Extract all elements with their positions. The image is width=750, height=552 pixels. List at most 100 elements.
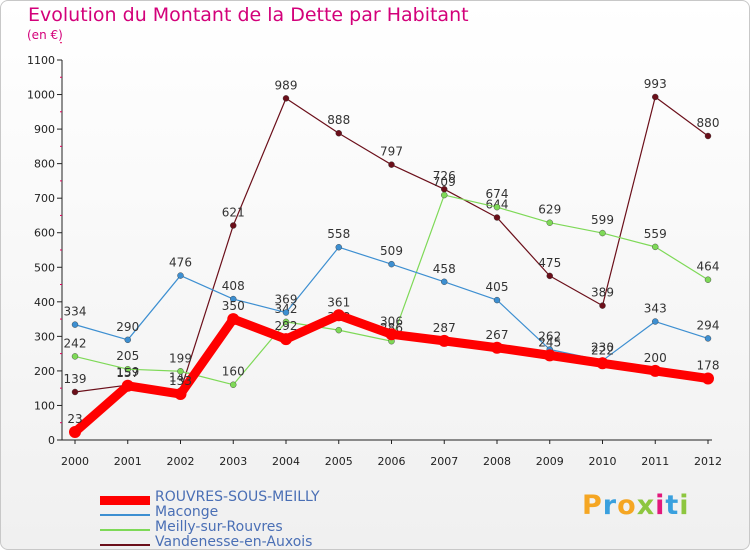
data-point: [177, 272, 184, 279]
logo-letter: t: [665, 490, 680, 521]
y-tick-label: 400: [34, 296, 55, 309]
legend-swatch: [100, 514, 150, 516]
data-label: 334: [64, 305, 87, 319]
data-label: 629: [538, 203, 561, 217]
x-tick-label: 2005: [325, 455, 353, 468]
data-label: 408: [222, 279, 245, 293]
data-point: [546, 219, 553, 226]
logo-letter: i: [679, 490, 690, 521]
data-point: [388, 161, 395, 168]
data-label: 200: [644, 351, 667, 365]
data-label: 458: [433, 262, 456, 276]
data-label: 880: [697, 116, 720, 130]
data-point: [335, 326, 342, 334]
x-tick-label: 2001: [114, 455, 142, 468]
data-point: [280, 333, 292, 346]
legend-label: Maconge: [155, 504, 219, 520]
data-label: 267: [486, 328, 509, 342]
data-label: 350: [222, 299, 245, 313]
legend-swatch: [100, 544, 150, 546]
data-point: [546, 272, 553, 280]
chart-subtitle: (en €): [27, 28, 63, 42]
x-tick-label: 2004: [272, 455, 300, 468]
data-label: 405: [486, 280, 509, 294]
x-tick-label: 2006: [378, 455, 406, 468]
y-tick-label: 500: [34, 261, 55, 274]
x-tick-label: 2009: [536, 455, 564, 468]
data-point: [441, 191, 448, 199]
y-tick-label: 300: [34, 330, 55, 343]
data-point: [227, 313, 240, 326]
legend-label: Meilly-sur-Rouvres: [155, 519, 283, 535]
legend-swatch: [100, 529, 150, 531]
proxiti-logo: Proxiti: [582, 490, 690, 521]
data-label: 343: [644, 302, 667, 316]
data-point: [493, 296, 501, 304]
data-label: 199: [169, 351, 192, 365]
data-point: [493, 203, 501, 211]
data-point: [335, 130, 342, 137]
data-label: 476: [169, 256, 192, 270]
data-point: [652, 318, 659, 325]
x-tick-label: 2010: [589, 455, 617, 468]
data-label: 888: [327, 113, 350, 127]
data-point: [174, 388, 187, 401]
logo-letter: x: [636, 490, 656, 521]
data-label: 292: [275, 319, 298, 333]
x-tick-label: 2008: [483, 455, 511, 468]
x-tick-label: 2003: [219, 455, 247, 468]
data-point: [704, 132, 712, 140]
data-point: [282, 95, 290, 102]
y-tick-label: 600: [34, 227, 55, 240]
data-label: 230: [591, 341, 614, 355]
data-label: 989: [275, 78, 298, 92]
logo-letter: o: [617, 490, 637, 521]
legend-swatch: [100, 495, 150, 505]
data-point: [438, 334, 451, 347]
data-label: 797: [380, 145, 403, 159]
data-label: 599: [591, 213, 614, 227]
data-point: [704, 276, 712, 283]
data-point: [177, 368, 184, 375]
y-tick-label: 700: [34, 192, 55, 205]
data-point: [282, 309, 290, 316]
x-tick-label: 2000: [61, 455, 89, 468]
data-point: [230, 381, 237, 388]
data-point: [71, 388, 79, 396]
data-label: 369: [275, 293, 298, 307]
data-point: [649, 364, 662, 377]
data-label: 262: [538, 329, 561, 343]
y-tick-label: 1100: [27, 54, 55, 67]
data-point: [69, 426, 81, 439]
data-point: [282, 318, 290, 326]
data-label: 205: [116, 349, 139, 363]
data-label: 242: [64, 336, 87, 350]
data-label: 287: [433, 321, 456, 335]
logo-letter: r: [602, 490, 618, 521]
data-point: [652, 93, 659, 101]
chart-title: Evolution du Montant de la Dette par Hab…: [28, 4, 469, 26]
data-label: 160: [222, 365, 245, 379]
legend-label: Vandenesse-en-Auxois: [155, 534, 313, 550]
y-tick-label: 100: [34, 399, 55, 412]
x-tick-label: 2011: [641, 455, 669, 468]
data-point: [332, 309, 345, 322]
logo-letter: P: [582, 490, 603, 521]
data-point: [230, 295, 237, 303]
data-label: 23: [67, 412, 82, 426]
data-label: 294: [697, 318, 720, 332]
data-label: 464: [697, 260, 720, 274]
data-point: [543, 349, 556, 362]
data-label: 245: [538, 335, 561, 349]
data-point: [71, 353, 79, 360]
data-label: 133: [169, 374, 192, 388]
data-label: 726: [433, 169, 456, 183]
data-point: [702, 372, 714, 385]
data-point: [230, 222, 237, 229]
data-point: [388, 260, 395, 268]
data-label: 139: [64, 372, 87, 386]
data-point: [71, 321, 79, 328]
data-point: [124, 365, 131, 373]
